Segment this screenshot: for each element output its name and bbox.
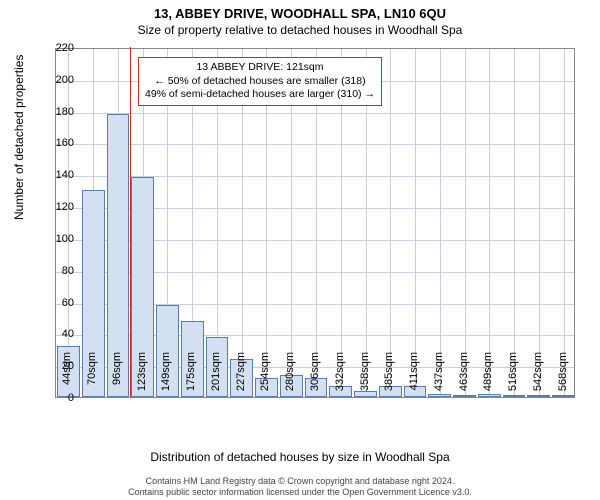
y-tick-label: 40 [44, 328, 74, 340]
x-tick-label: 358sqm [359, 352, 371, 391]
x-tick-label: 201sqm [210, 352, 222, 391]
footer-line-1: Contains HM Land Registry data © Crown c… [0, 476, 600, 487]
gridline-v [564, 49, 565, 397]
histogram-bar [552, 395, 575, 397]
annotation-line: 49% of semi-detached houses are larger (… [145, 88, 375, 102]
histogram-bar [453, 395, 476, 397]
x-tick-label: 149sqm [160, 352, 172, 391]
gridline-v [68, 49, 69, 397]
gridline-v [415, 49, 416, 397]
y-tick-label: 80 [44, 265, 74, 277]
y-tick-label: 120 [44, 201, 74, 213]
y-tick-label: 200 [44, 74, 74, 86]
x-tick-label: 332sqm [334, 352, 346, 391]
y-tick-label: 0 [44, 392, 74, 404]
x-tick-label: 306sqm [309, 352, 321, 391]
x-tick-label: 280sqm [284, 352, 296, 391]
x-tick-label: 254sqm [259, 352, 271, 391]
y-tick-label: 180 [44, 106, 74, 118]
gridline-v [489, 49, 490, 397]
gridline-v [514, 49, 515, 397]
annotation-line: ← 50% of detached houses are smaller (31… [145, 75, 375, 89]
x-tick-label: 568sqm [557, 352, 569, 391]
y-tick-label: 220 [44, 42, 74, 54]
x-tick-label: 227sqm [235, 352, 247, 391]
y-tick-label: 140 [44, 169, 74, 181]
x-axis-label: Distribution of detached houses by size … [0, 450, 600, 464]
page-title: 13, ABBEY DRIVE, WOODHALL SPA, LN10 6QU [0, 6, 600, 21]
y-axis-label: Number of detached properties [12, 55, 26, 220]
y-tick-label: 60 [44, 297, 74, 309]
y-tick-label: 160 [44, 137, 74, 149]
histogram-bar [428, 394, 451, 397]
histogram-bar [503, 395, 526, 397]
annotation-line: 13 ABBEY DRIVE: 121sqm [145, 61, 375, 75]
x-tick-label: 175sqm [185, 352, 197, 391]
histogram-bar [478, 394, 501, 397]
histogram-bar [354, 391, 377, 397]
gridline-h [56, 113, 574, 114]
x-tick-label: 463sqm [458, 352, 470, 391]
x-tick-label: 489sqm [482, 352, 494, 391]
chart-area: 13 ABBEY DRIVE: 121sqm← 50% of detached … [55, 48, 575, 398]
footer-line-2: Contains public sector information licen… [0, 487, 600, 498]
x-tick-label: 411sqm [408, 352, 420, 390]
x-tick-label: 123sqm [136, 352, 148, 391]
gridline-v [390, 49, 391, 397]
x-tick-label: 437sqm [433, 352, 445, 391]
gridline-h [56, 144, 574, 145]
footer: Contains HM Land Registry data © Crown c… [0, 476, 600, 499]
annotation-box: 13 ABBEY DRIVE: 121sqm← 50% of detached … [138, 57, 382, 106]
y-tick-label: 100 [44, 233, 74, 245]
marker-line [130, 47, 131, 397]
x-tick-label: 542sqm [532, 352, 544, 391]
gridline-v [465, 49, 466, 397]
gridline-v [539, 49, 540, 397]
x-tick-label: 44sqm [61, 352, 73, 385]
x-tick-label: 516sqm [507, 352, 519, 391]
page-subtitle: Size of property relative to detached ho… [0, 23, 600, 37]
histogram-bar [527, 395, 550, 397]
gridline-v [440, 49, 441, 397]
x-tick-label: 96sqm [111, 352, 123, 385]
plot-region: 13 ABBEY DRIVE: 121sqm← 50% of detached … [55, 48, 575, 398]
x-tick-label: 70sqm [86, 352, 98, 385]
x-tick-label: 385sqm [383, 352, 395, 391]
